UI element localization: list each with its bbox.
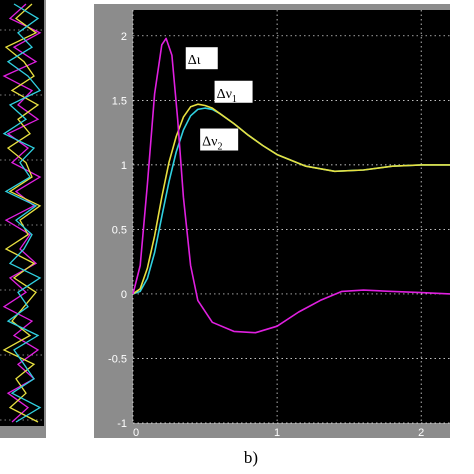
callout-label: Δν1 [217, 87, 237, 105]
left-panel [0, 0, 46, 438]
callout-a3: Δν2 [200, 128, 239, 153]
left-trace-1 [2, 3, 42, 423]
left-panel-traces [2, 3, 42, 423]
y-tick-label: 1.5 [112, 95, 127, 107]
y-tick-label: 0 [121, 289, 127, 301]
y-tick-labels: 2 1.5 1 0.5 0 -0.5 -1 [108, 31, 127, 430]
series-line-1 [132, 37, 451, 334]
callout-box [200, 128, 239, 151]
callout-a2: Δν1 [214, 80, 253, 105]
x-tick-label: 2 [418, 427, 424, 439]
left-panel-grid [0, 29, 44, 421]
plot-area [133, 10, 450, 423]
y-tick-label: 0.5 [112, 224, 127, 236]
callouts: Δι Δν1 Δν2 [185, 47, 253, 153]
left-trace-3 [2, 3, 42, 423]
right-panel: 2 1.5 1 0.5 0 -0.5 -1 0 1 2 Δι Δν1 Δν2 [94, 4, 451, 439]
figure-caption: b) [244, 448, 258, 467]
x-tick-label: 0 [133, 427, 139, 439]
callout-label: Δν2 [202, 135, 222, 153]
series-lines [132, 37, 451, 334]
left-trace-2 [2, 3, 42, 423]
y-tick-label: 1 [121, 160, 127, 172]
callout-box [185, 47, 218, 70]
y-tick-label: -1 [117, 418, 127, 430]
callout-box [214, 80, 253, 103]
series-line-2 [132, 103, 450, 295]
x-tick-label: 1 [274, 427, 280, 439]
x-tick-labels: 0 1 2 [133, 427, 424, 439]
y-tick-label: 2 [121, 31, 127, 43]
grid-lines [132, 10, 450, 424]
y-tick-label: -0.5 [108, 353, 127, 365]
callout-a1: Δι [185, 47, 218, 70]
callout-label: Δι [188, 53, 201, 68]
